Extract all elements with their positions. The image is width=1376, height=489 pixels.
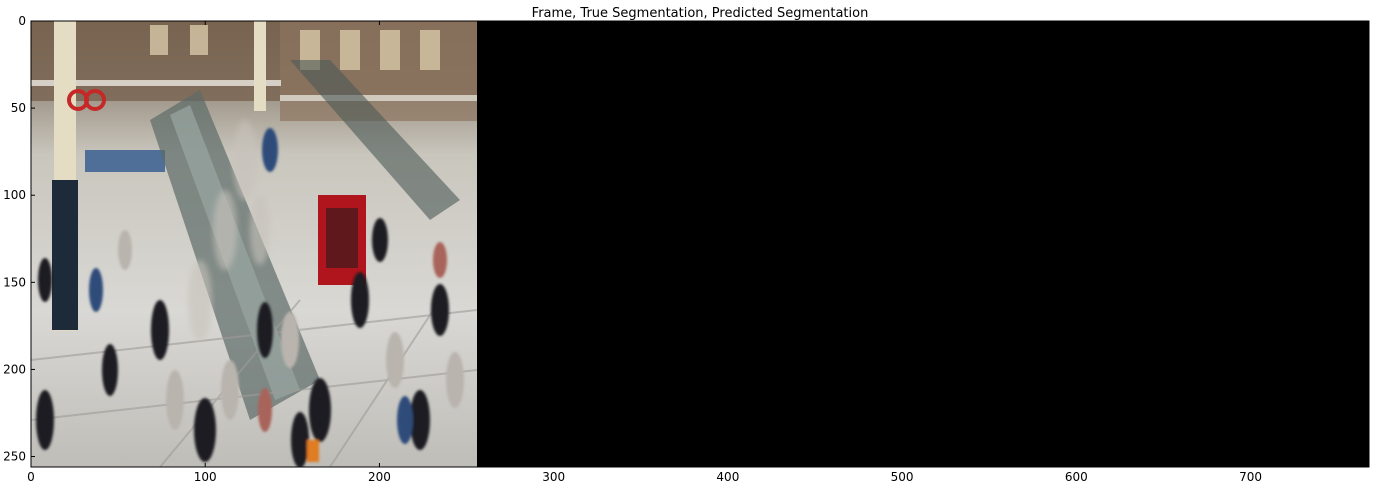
- predicted-segmentation-panel: [923, 21, 1369, 467]
- x-tick-label: 700: [1239, 470, 1262, 484]
- axes-frame: [30, 20, 1370, 468]
- y-tick-label: 0: [18, 14, 26, 28]
- y-tick-label: 150: [3, 275, 26, 289]
- x-tick-label: 200: [368, 470, 391, 484]
- true-segmentation-panel: [477, 21, 923, 467]
- x-tick-label: 100: [194, 470, 217, 484]
- y-tick-label: 50: [11, 101, 26, 115]
- y-tick-label: 100: [3, 188, 26, 202]
- x-tick-label: 600: [1065, 470, 1088, 484]
- y-axis: 0 50 100 150 200 250: [3, 14, 1369, 464]
- y-tick-label: 250: [3, 450, 26, 464]
- chart-title: Frame, True Segmentation, Predicted Segm…: [532, 6, 869, 21]
- frame-image: [31, 21, 477, 467]
- y-tick-label: 200: [3, 362, 26, 376]
- x-tick-label: 300: [542, 470, 565, 484]
- x-tick-label: 400: [716, 470, 739, 484]
- x-axis: 0 100 200 300 400 500 600 700: [27, 21, 1262, 484]
- x-tick-label: 0: [27, 470, 35, 484]
- x-tick-label: 500: [891, 470, 914, 484]
